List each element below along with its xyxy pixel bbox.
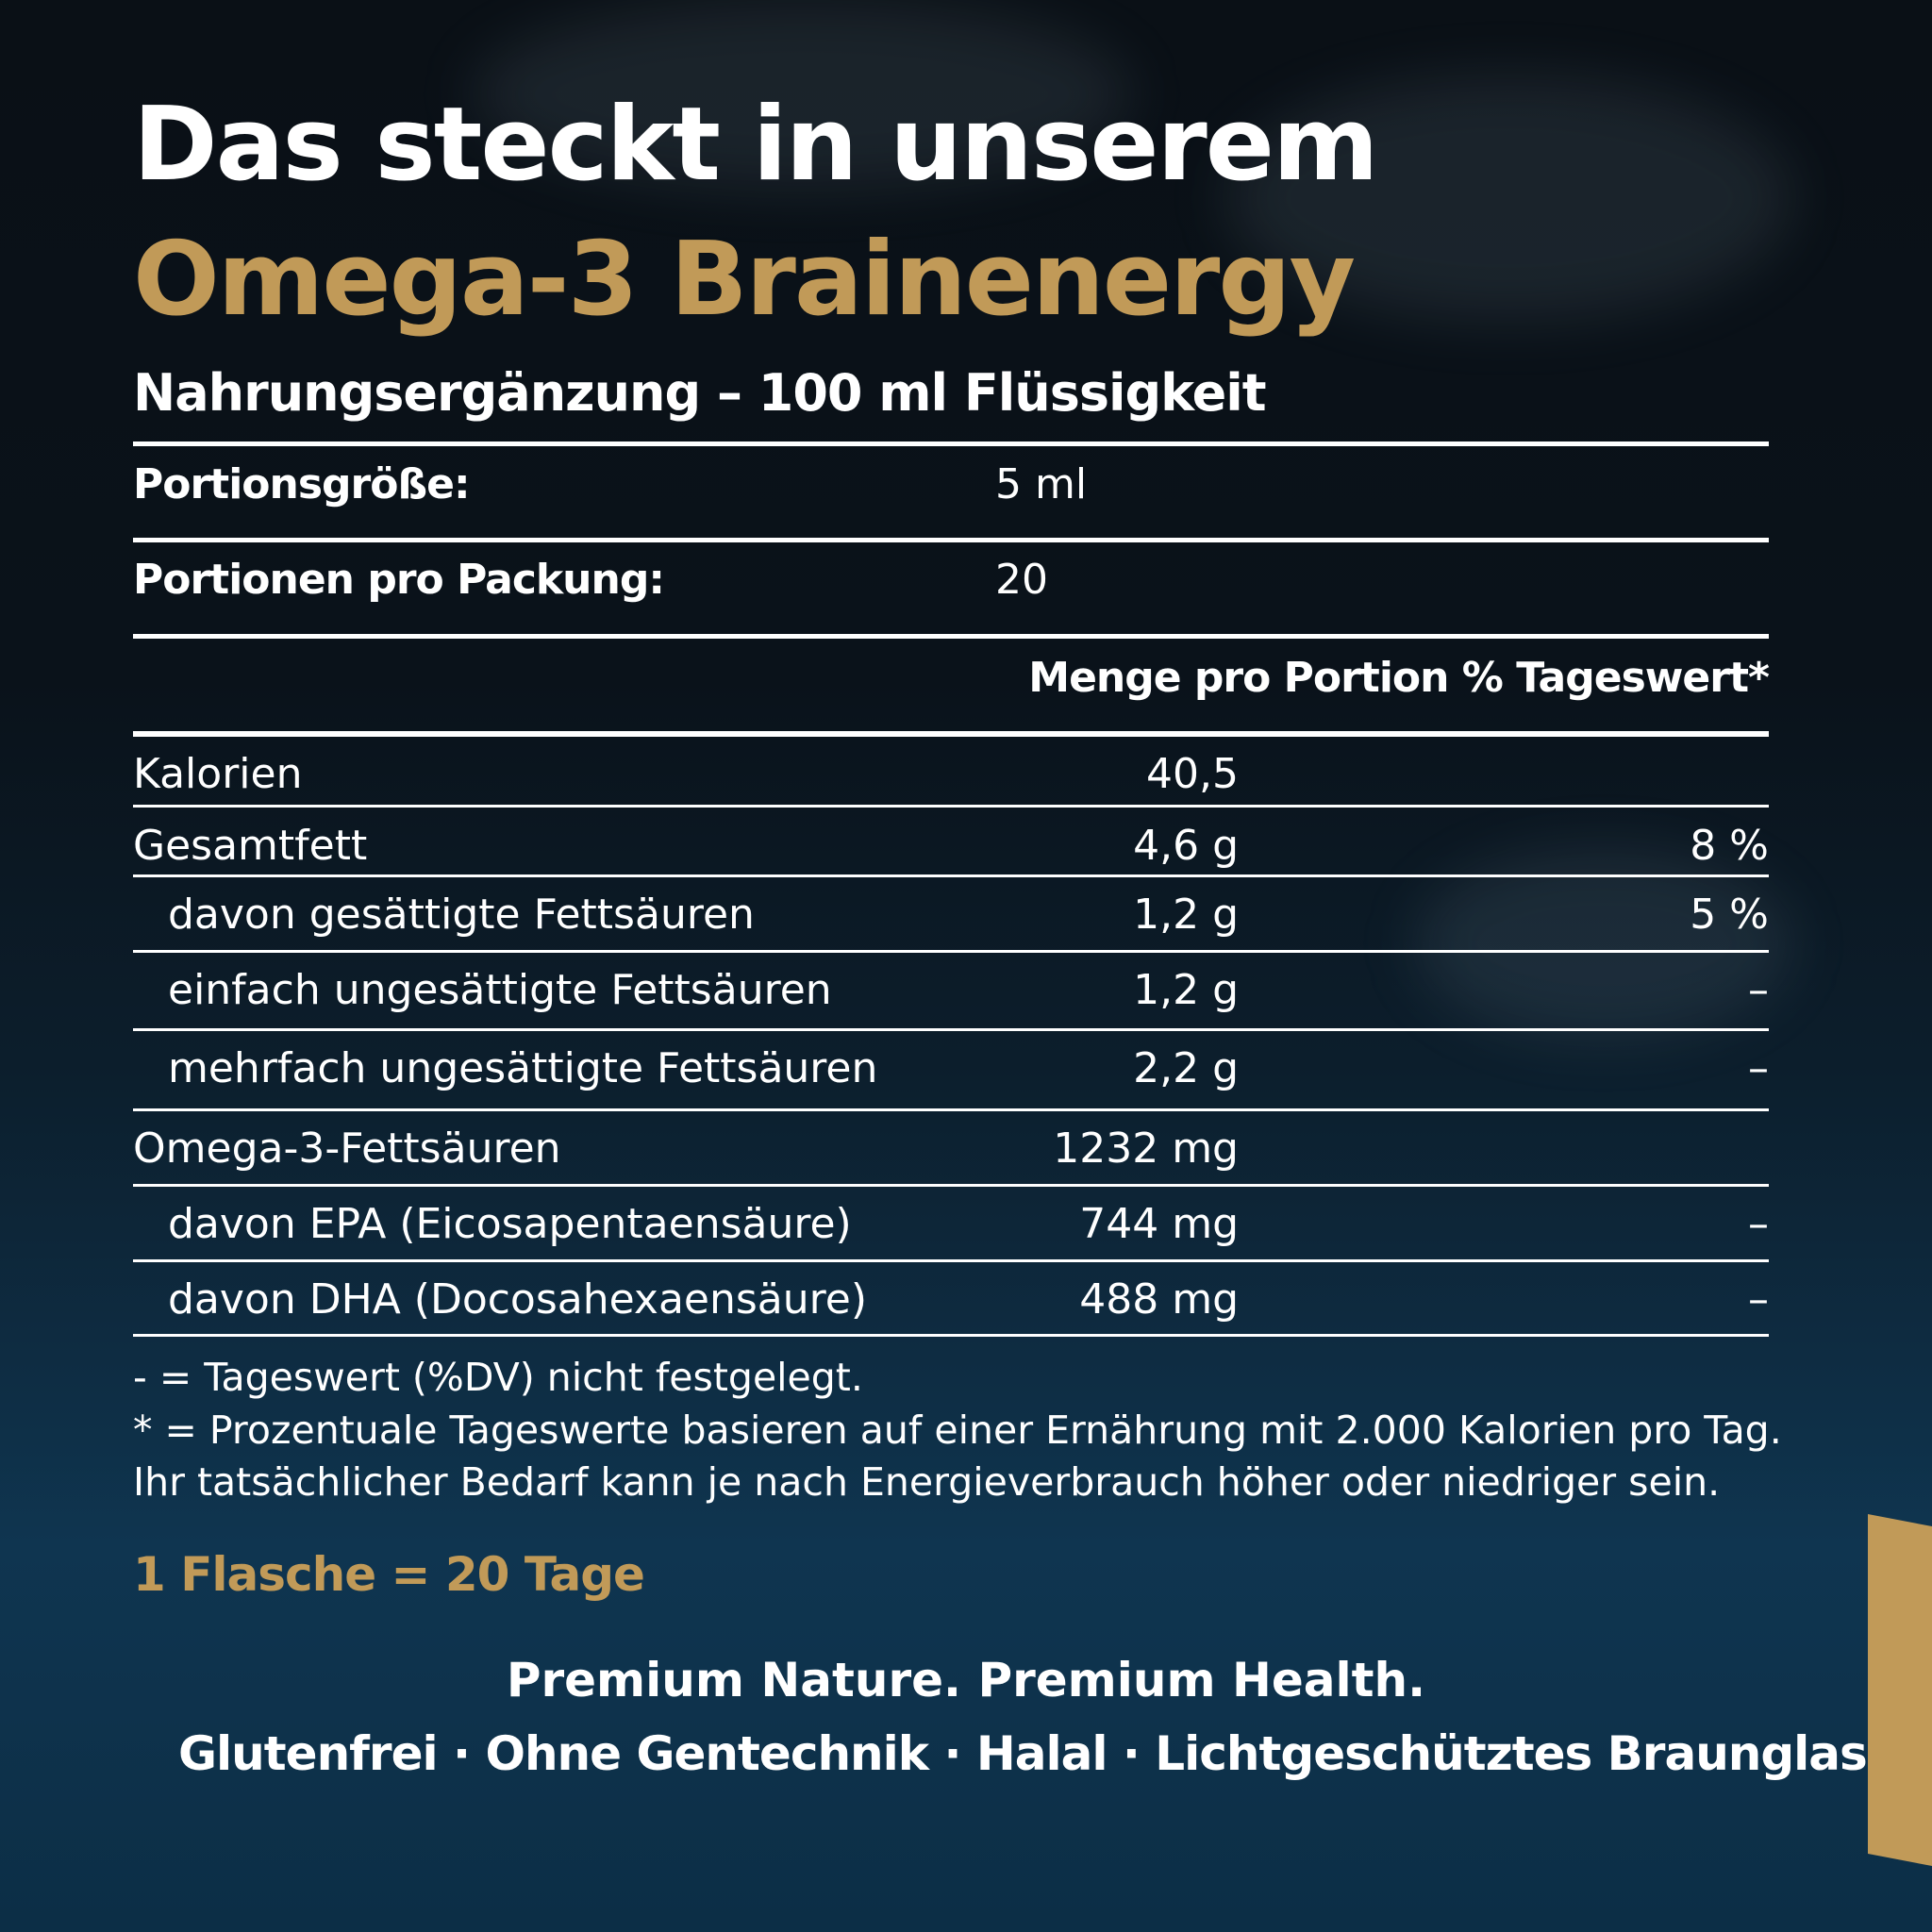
row-divider — [133, 874, 1769, 877]
divider — [133, 538, 1769, 542]
nutrient-name: davon gesättigte Fettsäuren — [168, 890, 755, 939]
row-divider — [133, 1028, 1769, 1031]
nutrient-amount: 40,5 — [1146, 749, 1239, 798]
nutrient-daily-value: – — [1748, 1274, 1769, 1324]
footnote-calories: * = Prozentuale Tageswerte basieren auf … — [133, 1407, 1782, 1453]
nutrient-amount: 744 mg — [1079, 1199, 1239, 1248]
nutrient-amount: 488 mg — [1079, 1274, 1239, 1324]
nutrient-name: Gesamtfett — [133, 821, 368, 870]
bg-blur — [1226, 75, 1792, 321]
divider — [133, 731, 1769, 737]
row-divider — [133, 1259, 1769, 1262]
row-divider — [133, 1184, 1769, 1187]
row-divider — [133, 1334, 1769, 1337]
nutrient-amount: 4,6 g — [1133, 821, 1239, 870]
table-row: davon DHA (Docosahexaensäure) 488 mg – — [133, 1274, 1769, 1324]
features: Glutenfrei · Ohne Gentechnik · Halal · L… — [178, 1726, 1868, 1781]
table-row: Kalorien 40,5 — [133, 749, 1769, 798]
table-row: davon EPA (Eicosapentaensäure) 744 mg – — [133, 1199, 1769, 1248]
nutrient-daily-value: – — [1748, 1199, 1769, 1248]
nutrient-daily-value: – — [1748, 1043, 1769, 1092]
nutrient-name: mehrfach ungesättigte Fettsäuren — [168, 1043, 878, 1092]
table-row: mehrfach ungesättigte Fettsäuren 2,2 g – — [133, 1043, 1769, 1092]
info-label: Portionsgröße: — [133, 459, 471, 508]
row-divider — [133, 950, 1769, 953]
nutrient-daily-value: – — [1748, 965, 1769, 1014]
nutrient-daily-value: 8 % — [1690, 821, 1769, 870]
table-row: Gesamtfett 4,6 g 8 % — [133, 821, 1769, 870]
bg-blur — [472, 0, 1132, 189]
nutrient-amount: 1,2 g — [1133, 965, 1239, 1014]
table-header: Menge pro Portion % Tageswert* — [133, 653, 1770, 702]
table-row: einfach ungesättigte Fettsäuren 1,2 g – — [133, 965, 1769, 1014]
nutrient-amount: 1232 mg — [1053, 1124, 1239, 1173]
nutrient-name: einfach ungesättigte Fettsäuren — [168, 965, 832, 1014]
row-divider — [133, 805, 1769, 808]
product-name: Omega-3 Brainenergy — [133, 221, 1356, 339]
bg-blur — [1415, 849, 1792, 1038]
footnote-need: Ihr tatsächlicher Bedarf kann je nach En… — [133, 1459, 1721, 1505]
title-line1: Das steckt in unserem — [133, 86, 1378, 204]
nutrient-name: Kalorien — [133, 749, 303, 798]
nutrient-name: davon EPA (Eicosapentaensäure) — [168, 1199, 852, 1248]
nutrient-daily-value: 5 % — [1690, 890, 1769, 939]
nutrient-amount: 2,2 g — [1133, 1043, 1239, 1092]
gold-accent — [1868, 1514, 1932, 1866]
info-label: Portionen pro Packung: — [133, 555, 665, 604]
info-value: 5 ml — [995, 459, 1088, 508]
footnote-dv: - = Tageswert (%DV) nicht festgelegt. — [133, 1355, 863, 1400]
table-row: davon gesättigte Fettsäuren 1,2 g 5 % — [133, 890, 1769, 939]
nutrient-name: Omega-3-Fettsäuren — [133, 1124, 561, 1173]
info-row: Portionsgröße: 5 ml — [133, 460, 1769, 508]
divider — [133, 441, 1769, 446]
subtitle: Nahrungsergänzung – 100 ml Flüssigkeit — [133, 363, 1267, 423]
table-row: Omega-3-Fettsäuren 1232 mg — [133, 1124, 1769, 1173]
nutrient-name: davon DHA (Docosahexaensäure) — [168, 1274, 868, 1324]
info-value: 20 — [995, 555, 1048, 604]
table-header-label: Menge pro Portion % Tageswert* — [1028, 653, 1770, 702]
tagline: Premium Nature. Premium Health. — [506, 1653, 1426, 1707]
bottle-note: 1 Flasche = 20 Tage — [133, 1547, 645, 1602]
nutrient-amount: 1,2 g — [1133, 890, 1239, 939]
divider — [133, 634, 1769, 639]
info-row: Portionen pro Packung: 20 — [133, 555, 1769, 604]
row-divider — [133, 1108, 1769, 1111]
